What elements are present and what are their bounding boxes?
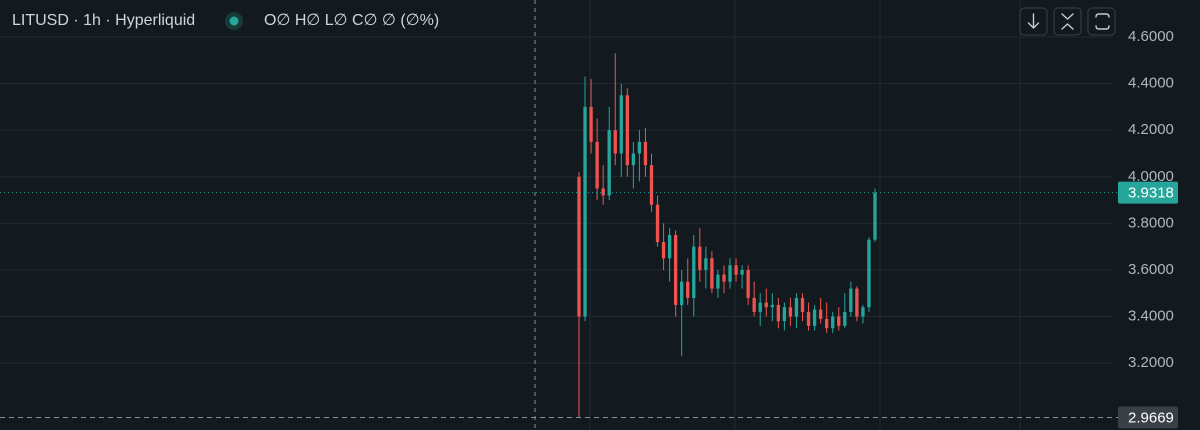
candle-body	[698, 246, 702, 270]
candle-body	[655, 204, 660, 243]
symbol-title: LITUSD · 1h · Hyperliquid	[12, 12, 195, 29]
candle-body	[619, 95, 623, 154]
candle-body	[740, 269, 744, 275]
candle-body	[873, 192, 877, 240]
candle-body	[770, 304, 774, 308]
candle-body	[601, 188, 605, 196]
y-tick-label: 4.4000	[1128, 75, 1174, 92]
status-dot	[229, 16, 239, 26]
candle-body	[692, 246, 696, 298]
candle-body	[661, 242, 666, 259]
ohlc-legend: O∅ H∅ L∅ C∅ ∅ (∅%)	[264, 12, 439, 29]
candle-body	[625, 95, 629, 166]
price-label-box	[1118, 181, 1178, 204]
candle-body	[613, 130, 617, 154]
candle-body	[637, 141, 642, 154]
candle-body	[589, 106, 593, 142]
price-axis: 3.2000 3.4000 3.6000 3.8000 4.0000 4.2000 4.40…	[1118, 28, 1178, 429]
y-tick-label: 4.6000	[1128, 28, 1174, 45]
candle-body	[667, 235, 672, 259]
candle-body	[728, 265, 732, 282]
candle-body	[649, 165, 654, 205]
candle-body	[800, 297, 805, 312]
candle-body	[855, 288, 859, 317]
candle-body	[782, 307, 787, 322]
candle-body	[686, 281, 690, 298]
price-label-box	[1118, 406, 1178, 429]
candle-body	[746, 269, 750, 298]
candle-body	[806, 311, 811, 326]
candle-body	[752, 297, 756, 312]
candle-body	[595, 141, 599, 189]
candle-body	[794, 297, 799, 317]
candle-body	[837, 316, 841, 326]
toolbar	[1019, 7, 1116, 36]
y-tick-label: 4.0000	[1128, 168, 1174, 185]
candle-body	[776, 304, 781, 322]
candle-body	[607, 130, 611, 196]
candle-body	[831, 316, 835, 329]
candle-body	[704, 258, 708, 270]
vertical-grid	[589, 0, 1021, 430]
candle-body	[722, 274, 726, 282]
candle-body	[867, 239, 871, 308]
collapse-button[interactable]	[1053, 7, 1082, 36]
grid	[0, 36, 1112, 364]
candle-body	[643, 141, 648, 166]
candle-body	[764, 302, 768, 308]
candle-body	[631, 153, 636, 166]
candle-body	[849, 288, 853, 312]
y-tick-label: 3.4000	[1128, 308, 1174, 325]
candle-body	[716, 274, 720, 289]
candle-body	[673, 235, 678, 305]
candle-body	[818, 309, 823, 319]
y-tick-label: 3.8000	[1128, 214, 1174, 231]
candle-body	[710, 258, 714, 289]
plot	[0, 53, 1118, 418]
candle-body	[812, 309, 817, 326]
candle-body	[758, 302, 762, 312]
candle-body	[825, 318, 829, 329]
candle-body	[861, 307, 865, 317]
candle-body	[734, 265, 738, 275]
y-tick-label: 4.2000	[1128, 121, 1174, 138]
candle-body	[680, 281, 684, 305]
candle-body	[788, 307, 793, 317]
y-tick-label: 3.6000	[1128, 261, 1174, 278]
candle-body	[577, 176, 581, 317]
price-label: 3.9318	[1128, 185, 1174, 202]
price-label: 2.9669	[1128, 409, 1174, 426]
candle-body	[583, 106, 587, 317]
y-tick-label: 3.2000	[1128, 354, 1174, 371]
reset-button[interactable]	[1087, 7, 1116, 36]
scroll-down-button[interactable]	[1019, 7, 1048, 36]
candle-body	[843, 311, 847, 326]
